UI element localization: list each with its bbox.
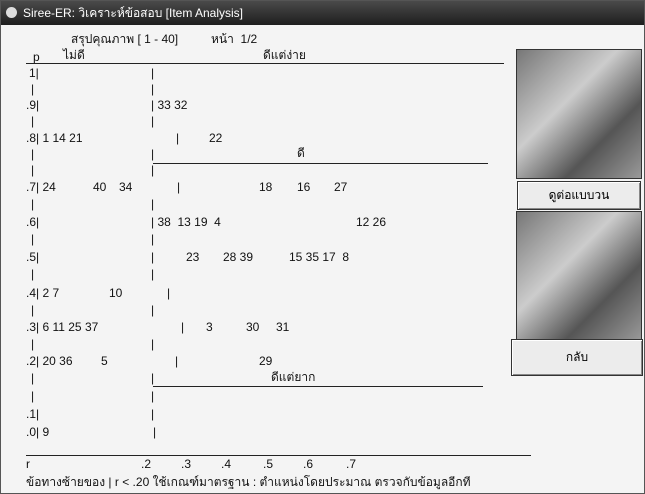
plot-text: .4| 2 7 xyxy=(26,286,60,300)
zone-label: ดีแต่ง่าย xyxy=(263,48,306,62)
plot-text: 34 xyxy=(119,180,133,194)
plot-text: 16 xyxy=(297,180,311,194)
plot-text: 30 xyxy=(246,320,260,334)
plot-text: .9| xyxy=(26,98,40,112)
plot-text: | xyxy=(31,371,35,385)
axis-label: r xyxy=(26,457,30,471)
plot-text: 29 xyxy=(259,354,273,368)
window-title: Siree-ER: วิเคราะห์ข้อสอบ [Item Analysis… xyxy=(23,6,244,20)
plot-text: | xyxy=(151,267,155,281)
axis-label: .3 xyxy=(181,457,192,471)
plot-text: | xyxy=(31,267,35,281)
summary: สรุปคุณภาพ [ 1 - 40] xyxy=(71,32,179,46)
plot-text: | xyxy=(151,407,155,421)
page-number: หน้า 1/2 xyxy=(211,32,258,46)
rule xyxy=(153,163,488,164)
footer-note: ข้อทางซ้ายของ | r < .20 ใช้เกณฑ์มาตรฐาน … xyxy=(26,475,471,489)
plot-text: 28 39 xyxy=(223,250,254,264)
plot-text: | xyxy=(31,197,35,211)
zone-label: ดีแต่ยาก xyxy=(271,370,316,384)
axis-label: .5 xyxy=(263,457,274,471)
plot-text: | xyxy=(151,250,155,264)
plot-text: | xyxy=(31,147,35,161)
zone-label: ดี xyxy=(297,146,305,160)
plot-text: 23 xyxy=(186,250,200,264)
plot-text: .8| 1 14 21 xyxy=(26,131,83,145)
plot-text: | xyxy=(176,131,180,145)
plot-text: | xyxy=(31,337,35,351)
plot-text: | xyxy=(151,114,155,128)
axis-label: .6 xyxy=(303,457,314,471)
plot-text: | xyxy=(151,82,155,96)
plot-text: 31 xyxy=(276,320,290,334)
plot-text: 3 xyxy=(206,320,213,334)
zone-label: p xyxy=(33,50,40,64)
plot-text: | xyxy=(151,337,155,351)
plot-text: 15 35 17 8 xyxy=(289,250,350,264)
plot-text: | xyxy=(31,389,35,403)
plot-text: | xyxy=(31,303,35,317)
plot-text: | xyxy=(31,114,35,128)
app-icon xyxy=(6,7,17,18)
plot-text: .0| 9 xyxy=(26,425,50,439)
zone-label: ไม่ดี xyxy=(63,48,85,62)
plot-text: | 38 13 19 4 xyxy=(151,215,221,229)
plot-text: 12 26 xyxy=(356,215,387,229)
plot-text: .5| xyxy=(26,250,40,264)
plot-text: | xyxy=(31,82,35,96)
plot-text: .7| 24 xyxy=(26,180,56,194)
plot-text: 5 xyxy=(101,354,108,368)
plot-text: .1| xyxy=(26,407,40,421)
plot-text: .3| 6 11 25 37 xyxy=(26,320,99,334)
plot-text: | xyxy=(151,163,155,177)
plot-text: | xyxy=(151,66,155,80)
next-button[interactable]: ดูต่อแบบวน xyxy=(517,181,641,210)
axis-label: .2 xyxy=(141,457,152,471)
plot-text: | xyxy=(151,389,155,403)
axis-label: .4 xyxy=(221,457,232,471)
photo xyxy=(516,211,642,341)
photo xyxy=(516,49,642,179)
plot-text: | xyxy=(151,232,155,246)
title-bar: Siree-ER: วิเคราะห์ข้อสอบ [Item Analysis… xyxy=(1,1,644,25)
plot-text: | xyxy=(153,425,157,439)
plot-text: | xyxy=(151,147,155,161)
rule xyxy=(26,455,531,456)
rule xyxy=(153,386,483,387)
axis-label: .7 xyxy=(346,457,357,471)
plot-text: | 33 32 xyxy=(151,98,188,112)
rule xyxy=(26,63,504,64)
plot-text: | xyxy=(167,286,171,300)
back-button[interactable]: กลับ xyxy=(511,339,643,376)
plot-text: 18 xyxy=(259,180,273,194)
plot-text: | xyxy=(151,303,155,317)
plot-text: .2| 20 36 xyxy=(26,354,73,368)
plot-text: .6| xyxy=(26,215,40,229)
plot-text: | xyxy=(151,371,155,385)
plot-text: 40 xyxy=(93,180,107,194)
plot-text: 27 xyxy=(334,180,348,194)
plot-text: | xyxy=(175,354,179,368)
plot-text: | xyxy=(181,320,185,334)
plot-text: | xyxy=(31,163,35,177)
plot-text: | xyxy=(31,232,35,246)
plot-text: | xyxy=(151,197,155,211)
plot-text: 10 xyxy=(109,286,123,300)
plot-text: | xyxy=(177,180,181,194)
plot-text: 1| xyxy=(29,66,39,80)
plot-text: 22 xyxy=(209,131,223,145)
